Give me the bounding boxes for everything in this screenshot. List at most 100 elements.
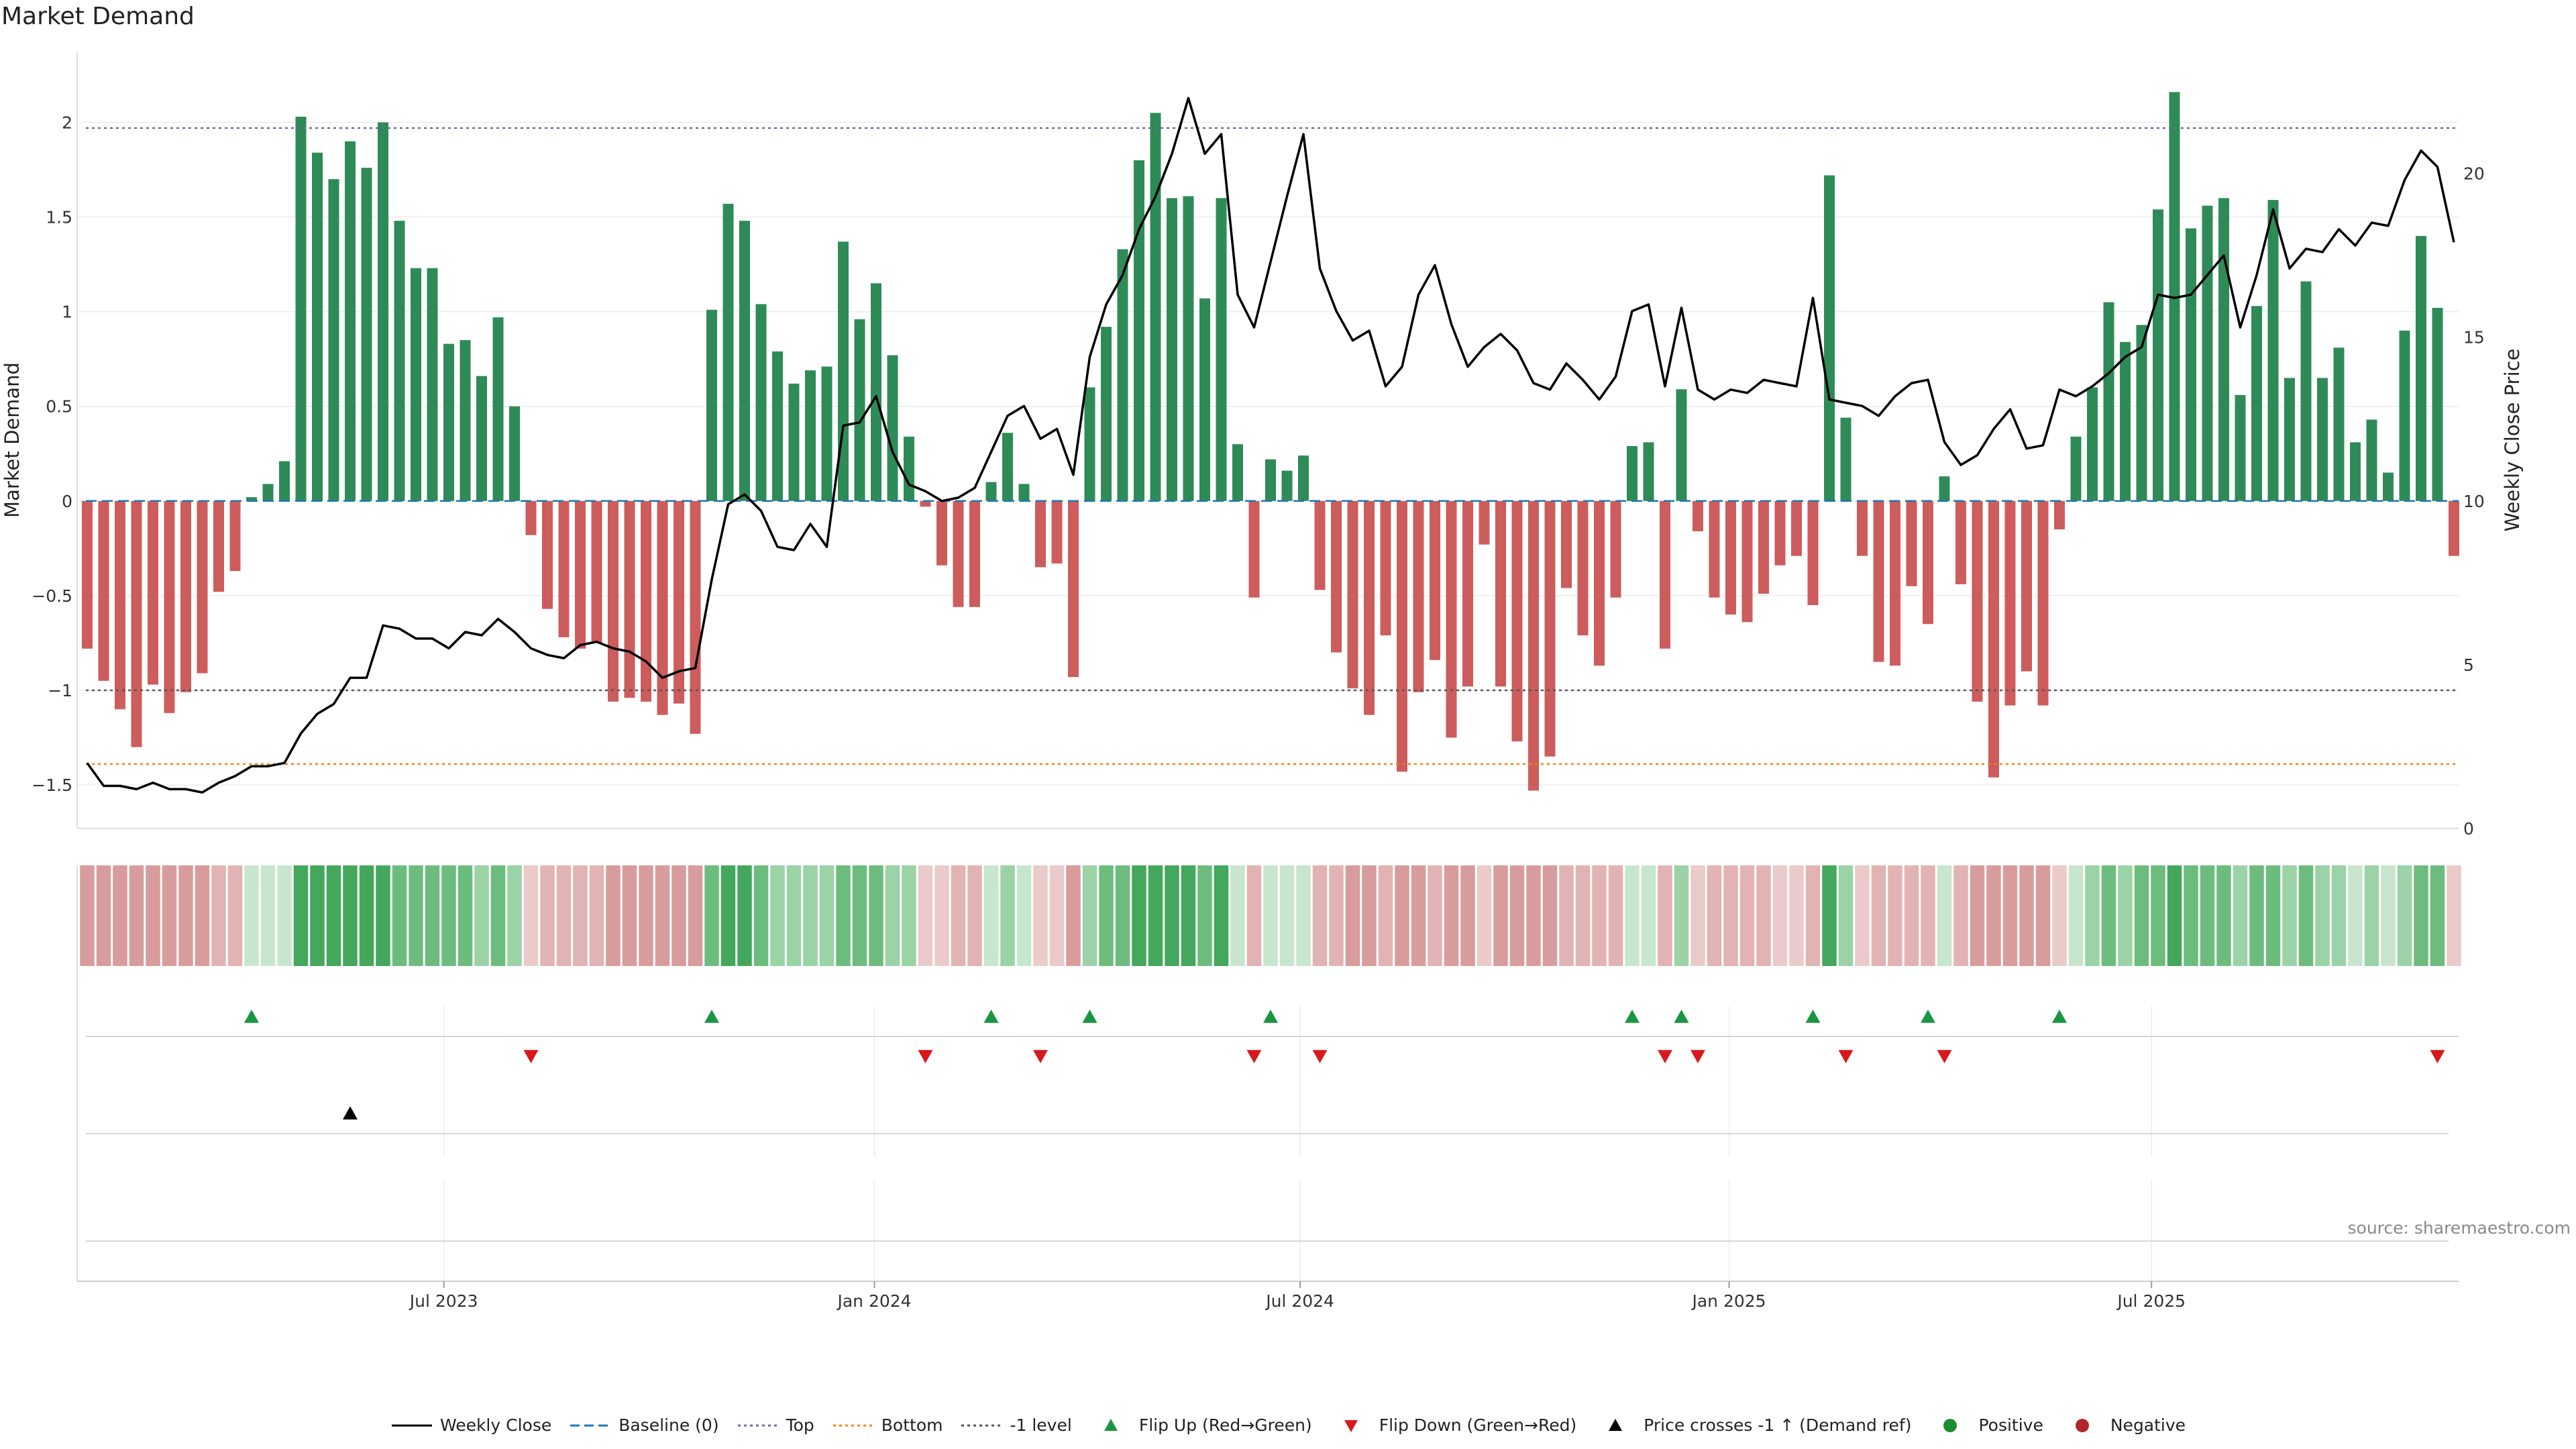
strip-cell-negative bbox=[1904, 865, 1919, 966]
legend-label: Bottom bbox=[881, 1415, 943, 1435]
y-tick-label: 1 bbox=[62, 303, 72, 322]
positive-demand-bar bbox=[1643, 442, 1654, 501]
flip-down-marker bbox=[523, 1050, 539, 1063]
positive-demand-bar bbox=[1183, 196, 1194, 501]
strip-cell-positive bbox=[2265, 865, 2281, 966]
strip-cell-positive bbox=[1822, 865, 1837, 966]
positive-demand-bar bbox=[411, 268, 421, 501]
positive-demand-bar bbox=[1298, 455, 1309, 501]
positive-demand-bar bbox=[2120, 341, 2131, 501]
positive-demand-bar bbox=[460, 339, 471, 501]
positive-demand-bar bbox=[2300, 281, 2312, 501]
strip-cell-negative bbox=[573, 865, 588, 966]
negative-demand-bar bbox=[920, 500, 931, 507]
legend-swatch-price-cross bbox=[1609, 1418, 1623, 1431]
flip-down-marker bbox=[2430, 1050, 2445, 1063]
positive-demand-bar bbox=[262, 484, 274, 501]
negative-demand-bar bbox=[1923, 500, 1933, 625]
strip-cell-positive bbox=[869, 865, 883, 966]
negative-demand-bar bbox=[1479, 500, 1490, 545]
strip-cell-negative bbox=[1871, 865, 1886, 966]
strip-cell-negative bbox=[1378, 865, 1393, 966]
negative-demand-bar bbox=[542, 500, 553, 609]
legend-swatch-bottom bbox=[833, 1424, 873, 1426]
positive-demand-bar bbox=[1117, 249, 1128, 501]
strip-cell-positive bbox=[803, 865, 818, 966]
negative-demand-bar bbox=[1577, 500, 1589, 636]
strip-cell-negative bbox=[1805, 865, 1821, 966]
strip-cell-negative bbox=[1855, 865, 1870, 966]
strip-cell-negative bbox=[1739, 865, 1755, 966]
positive-demand-bar bbox=[2267, 200, 2279, 501]
negative-demand-bar bbox=[1890, 500, 1900, 666]
intensity-strip bbox=[80, 865, 2461, 966]
legend-item-negative: Negative bbox=[2061, 1415, 2186, 1435]
legend-label: Positive bbox=[1978, 1415, 2043, 1435]
strip-cell-positive bbox=[819, 865, 835, 966]
negative-demand-bar bbox=[969, 500, 980, 607]
legend-item-positive: Positive bbox=[1929, 1415, 2043, 1435]
positive-demand-bar bbox=[1232, 444, 1243, 501]
price-cross-marker bbox=[343, 1106, 358, 1120]
strip-cell-negative bbox=[1526, 865, 1541, 966]
strip-cell-negative bbox=[1608, 865, 1623, 966]
strip-cell-negative bbox=[1033, 865, 1048, 966]
negative-demand-bar bbox=[1528, 500, 1539, 791]
positive-demand-bar bbox=[821, 366, 833, 501]
y-tick-label: 1.5 bbox=[46, 208, 72, 227]
negative-demand-bar bbox=[1331, 500, 1342, 653]
strip-cell-negative bbox=[1658, 865, 1672, 966]
strip-cell-positive bbox=[1625, 865, 1640, 966]
negative-demand-bar bbox=[229, 500, 241, 572]
negative-demand-bar bbox=[1988, 500, 1999, 777]
strip-cell-positive bbox=[2249, 865, 2264, 966]
positive-demand-bar bbox=[509, 406, 520, 501]
strip-cell-negative bbox=[688, 865, 703, 966]
flip-down-marker bbox=[1246, 1050, 1262, 1063]
strip-cell-negative bbox=[80, 865, 95, 966]
negative-demand-bar bbox=[82, 500, 93, 649]
strip-cell-negative bbox=[523, 865, 539, 966]
positive-demand-bar bbox=[2383, 472, 2394, 501]
strip-cell-negative bbox=[639, 865, 653, 966]
legend-item-flip-up: Flip Up (Red→Green) bbox=[1089, 1415, 1312, 1435]
strip-cell-positive bbox=[2167, 865, 2182, 966]
strip-cell-positive bbox=[2381, 865, 2396, 966]
negative-demand-bar bbox=[1051, 500, 1063, 564]
strip-cell-positive bbox=[2216, 865, 2231, 966]
strip-cell-positive bbox=[902, 865, 916, 966]
legend-label: Baseline (0) bbox=[619, 1415, 719, 1435]
negative-demand-bar bbox=[624, 500, 635, 698]
strip-cell-negative bbox=[1542, 865, 1558, 966]
strip-cell-negative bbox=[2447, 865, 2461, 966]
flip-up-marker bbox=[1263, 1010, 1278, 1023]
negative-demand-bar bbox=[1594, 500, 1605, 666]
negative-demand-bar bbox=[1035, 500, 1046, 568]
strip-cell-positive bbox=[343, 865, 358, 966]
negative-demand-bar bbox=[213, 500, 224, 592]
y2-tick-label: 10 bbox=[2463, 492, 2485, 511]
negative-demand-bar bbox=[197, 500, 208, 674]
strip-cell-negative bbox=[96, 865, 111, 966]
strip-cell-negative bbox=[1493, 865, 1508, 966]
flip-down-marker bbox=[1658, 1050, 1672, 1063]
strip-cell-negative bbox=[227, 865, 243, 966]
positive-demand-bar bbox=[2399, 330, 2410, 501]
axes-layer bbox=[76, 52, 2459, 1288]
negative-demand-bar bbox=[1314, 500, 1326, 590]
strip-cell-positive bbox=[753, 865, 769, 966]
strip-cell-negative bbox=[2035, 865, 2051, 966]
positive-demand-bar bbox=[2218, 198, 2229, 501]
positive-demand-bar bbox=[2136, 325, 2147, 501]
strip-cell-positive bbox=[310, 865, 325, 966]
positive-demand-bar bbox=[345, 141, 356, 501]
strip-cell-negative bbox=[589, 865, 604, 966]
y2-tick-label: 20 bbox=[2463, 164, 2485, 184]
legend-swatch-top bbox=[737, 1424, 778, 1426]
legend-swatch-weekly-close bbox=[391, 1424, 432, 1426]
strip-cell-positive bbox=[1165, 865, 1179, 966]
positive-demand-bar bbox=[1939, 476, 1950, 501]
strip-cell-positive bbox=[2397, 865, 2412, 966]
positive-demand-bar bbox=[887, 355, 898, 501]
y2-tick-label: 0 bbox=[2463, 819, 2474, 839]
